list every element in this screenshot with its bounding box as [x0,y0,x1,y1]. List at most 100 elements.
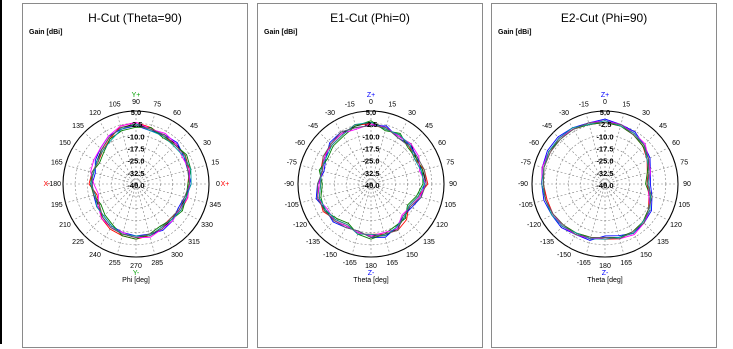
grid-spoke [604,113,625,185]
radial-tick-label: -17.5 [596,144,613,153]
radial-tick-label: 5.0 [131,108,141,117]
angle-tick-label: 30 [408,110,416,117]
grid-spoke [307,147,372,185]
grid-spoke [99,183,137,248]
angle-tick-label: 345 [209,202,221,209]
angle-tick-label: -75 [521,160,531,167]
axis-marker-top: Y+ [132,92,141,99]
angle-tick-label: 45 [425,123,433,130]
angle-tick-label: -15 [345,102,355,109]
angle-tick-label: -60 [529,140,539,147]
grid-spoke [370,183,435,221]
x-axis-label: Theta [deg] [353,277,388,284]
angle-tick-label: 105 [109,102,121,109]
angle-tick-label: 30 [203,140,211,147]
angle-tick-label: 180 [599,263,611,270]
angle-tick-label: 150 [59,140,71,147]
grid-spoke [604,132,657,185]
grid-spoke [370,183,423,236]
series-trace [91,125,190,238]
grid-spoke [319,183,372,236]
angle-tick-label: -90 [518,181,528,188]
grid-spoke [534,164,606,185]
angle-tick-label: -30 [325,110,335,117]
grid-spoke [604,183,676,204]
angle-tick-label: 135 [423,239,435,246]
radial-tick-label: -32.5 [596,169,613,178]
series-trace [317,125,427,238]
grid-spoke [135,147,200,185]
angle-tick-label: -90 [284,181,294,188]
x-axis-label: Phi [deg] [122,277,150,284]
radial-tick-label: -2.5 [599,120,612,129]
grid-spoke [604,183,657,236]
grid-spoke [84,132,137,185]
angle-tick-label: 270 [130,263,142,270]
angle-tick-label: 180 [365,263,377,270]
angle-tick-label: 0 [216,181,220,188]
radial-tick-label: -17.5 [127,144,144,153]
series-trace [90,123,192,237]
angle-tick-label: -150 [557,252,571,259]
angle-tick-label: 135 [657,239,669,246]
angle-tick-label: -120 [527,222,541,229]
angle-tick-label: 150 [406,252,418,259]
grid-spoke [116,113,137,185]
y-axis-label: Gain [dBi] [264,29,298,36]
angle-tick-label: 300 [171,252,183,259]
axis-marker-left: X- [44,181,52,188]
grid-spoke [116,183,137,255]
grid-spoke [553,132,606,185]
h-cut-panel: H-Cut (Theta=90) Gain [dBi] 90 75 60 45 30 15… [22,3,248,348]
angle-tick-label: -105 [285,202,299,209]
radial-tick-label: -10.0 [127,132,144,141]
radial-tick-label: -10.0 [596,132,613,141]
angle-tick-label: 120 [670,222,682,229]
angle-tick-label: -135 [306,239,320,246]
radial-tick-label: 5.0 [600,108,610,117]
radial-tick-label: -32.5 [362,169,379,178]
grid-spoke [568,120,606,185]
angle-tick-label: -135 [540,239,554,246]
grid-spoke [604,183,669,221]
grid-spoke [370,147,435,185]
grid-spoke [585,183,606,255]
angle-tick-label: -150 [323,252,337,259]
radial-tick-label: -17.5 [362,144,379,153]
angle-tick-label: -15 [579,102,589,109]
grid-spoke [135,183,207,204]
angle-tick-label: 30 [642,110,650,117]
x-axis-label: Theta [deg] [587,277,622,284]
axis-marker-bottom: Y- [133,270,140,277]
grid-spoke [99,120,137,185]
series-trace [541,120,651,240]
grid-spoke [319,132,372,185]
angle-tick-label: 15 [388,102,396,109]
radial-tick-label: -10.0 [362,132,379,141]
grid-spoke [135,164,207,185]
e1-cut-panel: E1-Cut (Phi=0) Gain [dBi] 0 15 30 45 60 75 90 1… [257,3,483,348]
grid-spoke [370,120,408,185]
grid-spoke [604,164,676,185]
angle-tick-label: 75 [153,102,161,109]
grid-spoke [553,183,606,236]
series-trace [318,120,424,240]
axis-marker-top: Z+ [367,92,375,99]
angle-tick-label: 105 [444,202,456,209]
series-trace [541,118,653,241]
grid-spoke [65,164,137,185]
grid-spoke [604,120,642,185]
polar-chart: 0 153045607590105120135150165180-165-150-… [518,92,691,284]
angle-tick-label: -75 [287,160,297,167]
grid-spoke [370,183,442,204]
angle-tick-label: 15 [211,160,219,167]
grid-spoke [351,113,372,185]
grid-spoke [84,183,137,236]
angle-tick-label: 0 [603,99,607,106]
angle-tick-label: 330 [201,222,213,229]
angle-tick-label: 90 [449,181,457,188]
angle-tick-label: -120 [293,222,307,229]
grid-spoke [307,183,372,221]
angle-tick-label: -165 [343,260,357,267]
angle-tick-label: -165 [577,260,591,267]
